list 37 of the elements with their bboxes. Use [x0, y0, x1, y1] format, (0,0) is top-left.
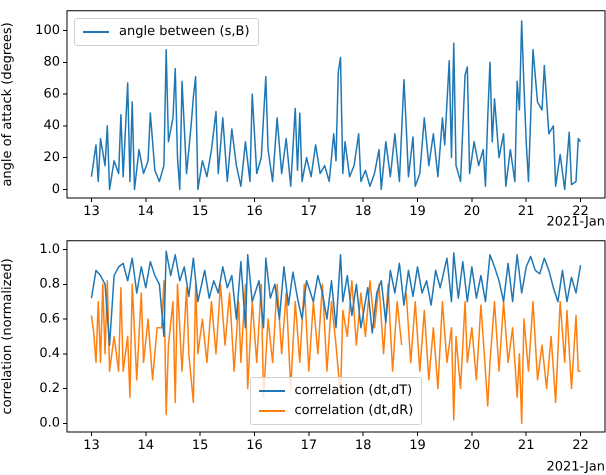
x-tick-label: 16 — [246, 204, 263, 220]
x-tick-label: 20 — [464, 438, 480, 454]
x-tick-label: 17 — [300, 204, 318, 220]
x-tick-label: 20 — [464, 204, 480, 220]
x-tick-label: 22 — [572, 438, 589, 454]
x-tick-label: 13 — [83, 204, 100, 220]
y-tick-label: 0.4 — [39, 346, 60, 362]
y-tick-label: 100 — [35, 22, 60, 38]
x-tick-label: 16 — [246, 438, 263, 454]
legend-label: correlation (dt,dR) — [294, 402, 414, 420]
y-tick-label: 80 — [43, 54, 60, 70]
x-tick-label: 15 — [192, 438, 208, 454]
y-tick-label: 60 — [43, 86, 60, 102]
x-tick-label: 19 — [409, 204, 426, 220]
y-tick-label: 0.6 — [39, 311, 60, 326]
x-tick-label: 18 — [354, 438, 372, 454]
y-tick-label: 0 — [52, 182, 60, 197]
y-tick-label: 0.2 — [39, 380, 60, 396]
x-tick-label: 14 — [138, 438, 154, 454]
x-tick-label: 21 — [518, 204, 534, 220]
y-tick-label: 20 — [43, 150, 60, 166]
x-axis-title: 2021-Jan — [546, 460, 605, 475]
x-tick-label: 17 — [300, 438, 318, 454]
y-tick-label: 0.8 — [39, 276, 60, 292]
y-axis-title: angle of attack (degrees) — [0, 22, 16, 187]
y-tick-label: 1.0 — [39, 242, 60, 257]
x-tick-label: 19 — [409, 438, 426, 454]
x-tick-label: 21 — [518, 438, 534, 454]
x-tick-label: 14 — [138, 204, 154, 220]
y-tick-label: 0.0 — [39, 416, 60, 431]
y-tick-label: 40 — [43, 118, 60, 134]
legend-label: angle between (s,B) — [119, 22, 250, 41]
x-tick-label: 18 — [354, 204, 372, 220]
x-tick-label: 15 — [192, 204, 208, 220]
x-tick-label: 13 — [83, 438, 100, 454]
legend-label: correlation (dt,dT) — [294, 382, 412, 400]
y-axis-title: correlation (normalized) — [0, 258, 16, 415]
